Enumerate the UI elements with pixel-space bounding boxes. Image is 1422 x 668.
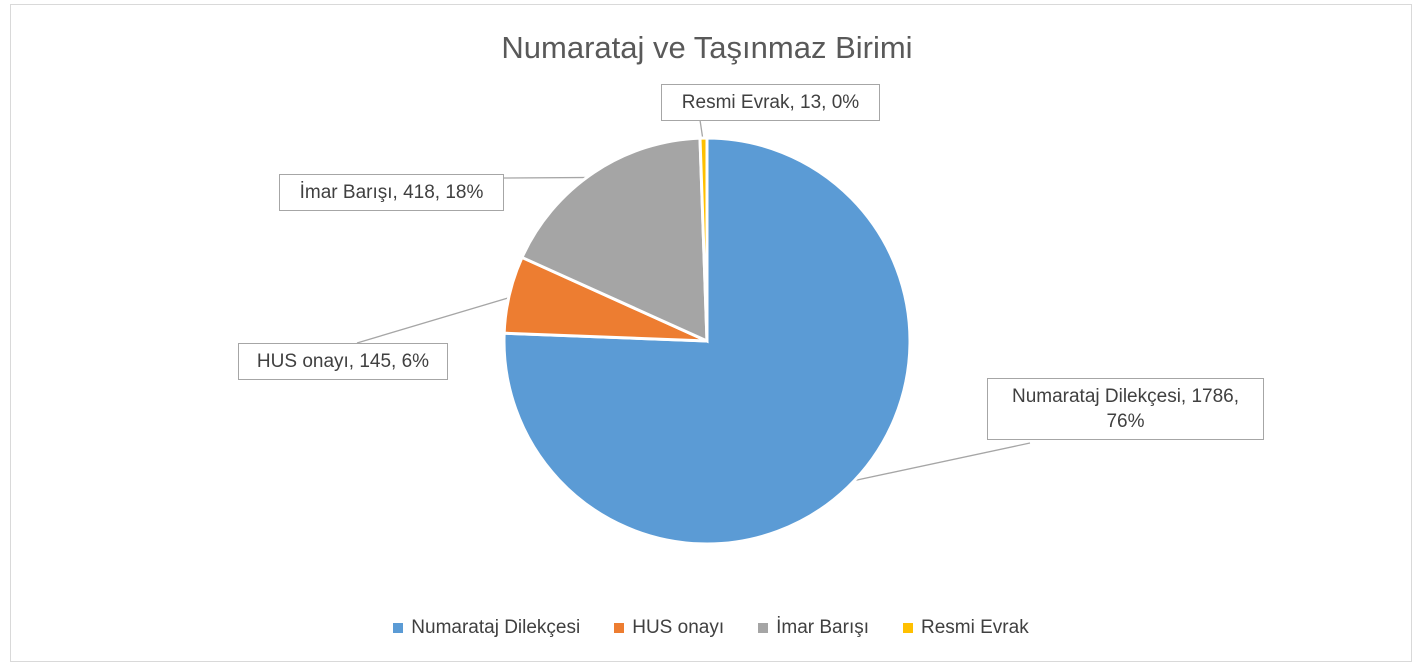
data-label: Numarataj Dilekçesi, 1786, 76% <box>987 378 1264 440</box>
legend: Numarataj Dilekçesi HUS onayı İmar Barışı R… <box>0 617 1422 639</box>
legend-label: Numarataj Dilekçesi <box>411 617 581 638</box>
chart-frame <box>10 4 1412 662</box>
leader-line <box>356 295 516 344</box>
pie-slice <box>698 136 709 342</box>
data-label: HUS onayı, 145, 6% <box>238 343 448 380</box>
legend-swatch <box>393 623 404 633</box>
chart-title: Numarataj ve Taşınmaz Birimi <box>501 30 912 65</box>
legend-label: Resmi Evrak <box>921 617 1029 638</box>
pie-slice <box>520 136 709 344</box>
legend-label: HUS onayı <box>632 617 725 638</box>
legend-label: İmar Barışı <box>776 617 870 638</box>
legend-item: Resmi Evrak <box>903 617 1029 639</box>
leader-line <box>843 442 1031 484</box>
legend-swatch <box>614 623 625 633</box>
legend-item: İmar Barışı <box>758 617 869 639</box>
data-label: İmar Barışı, 418, 18% <box>279 174 504 211</box>
legend-item: HUS onayı <box>614 617 724 639</box>
leader-lines <box>356 119 1031 484</box>
legend-swatch <box>903 623 914 633</box>
leader-line <box>503 176 598 179</box>
legend-item: Numarataj Dilekçesi <box>393 617 580 639</box>
data-label: Resmi Evrak, 13, 0% <box>661 84 880 121</box>
legend-swatch <box>758 623 769 633</box>
